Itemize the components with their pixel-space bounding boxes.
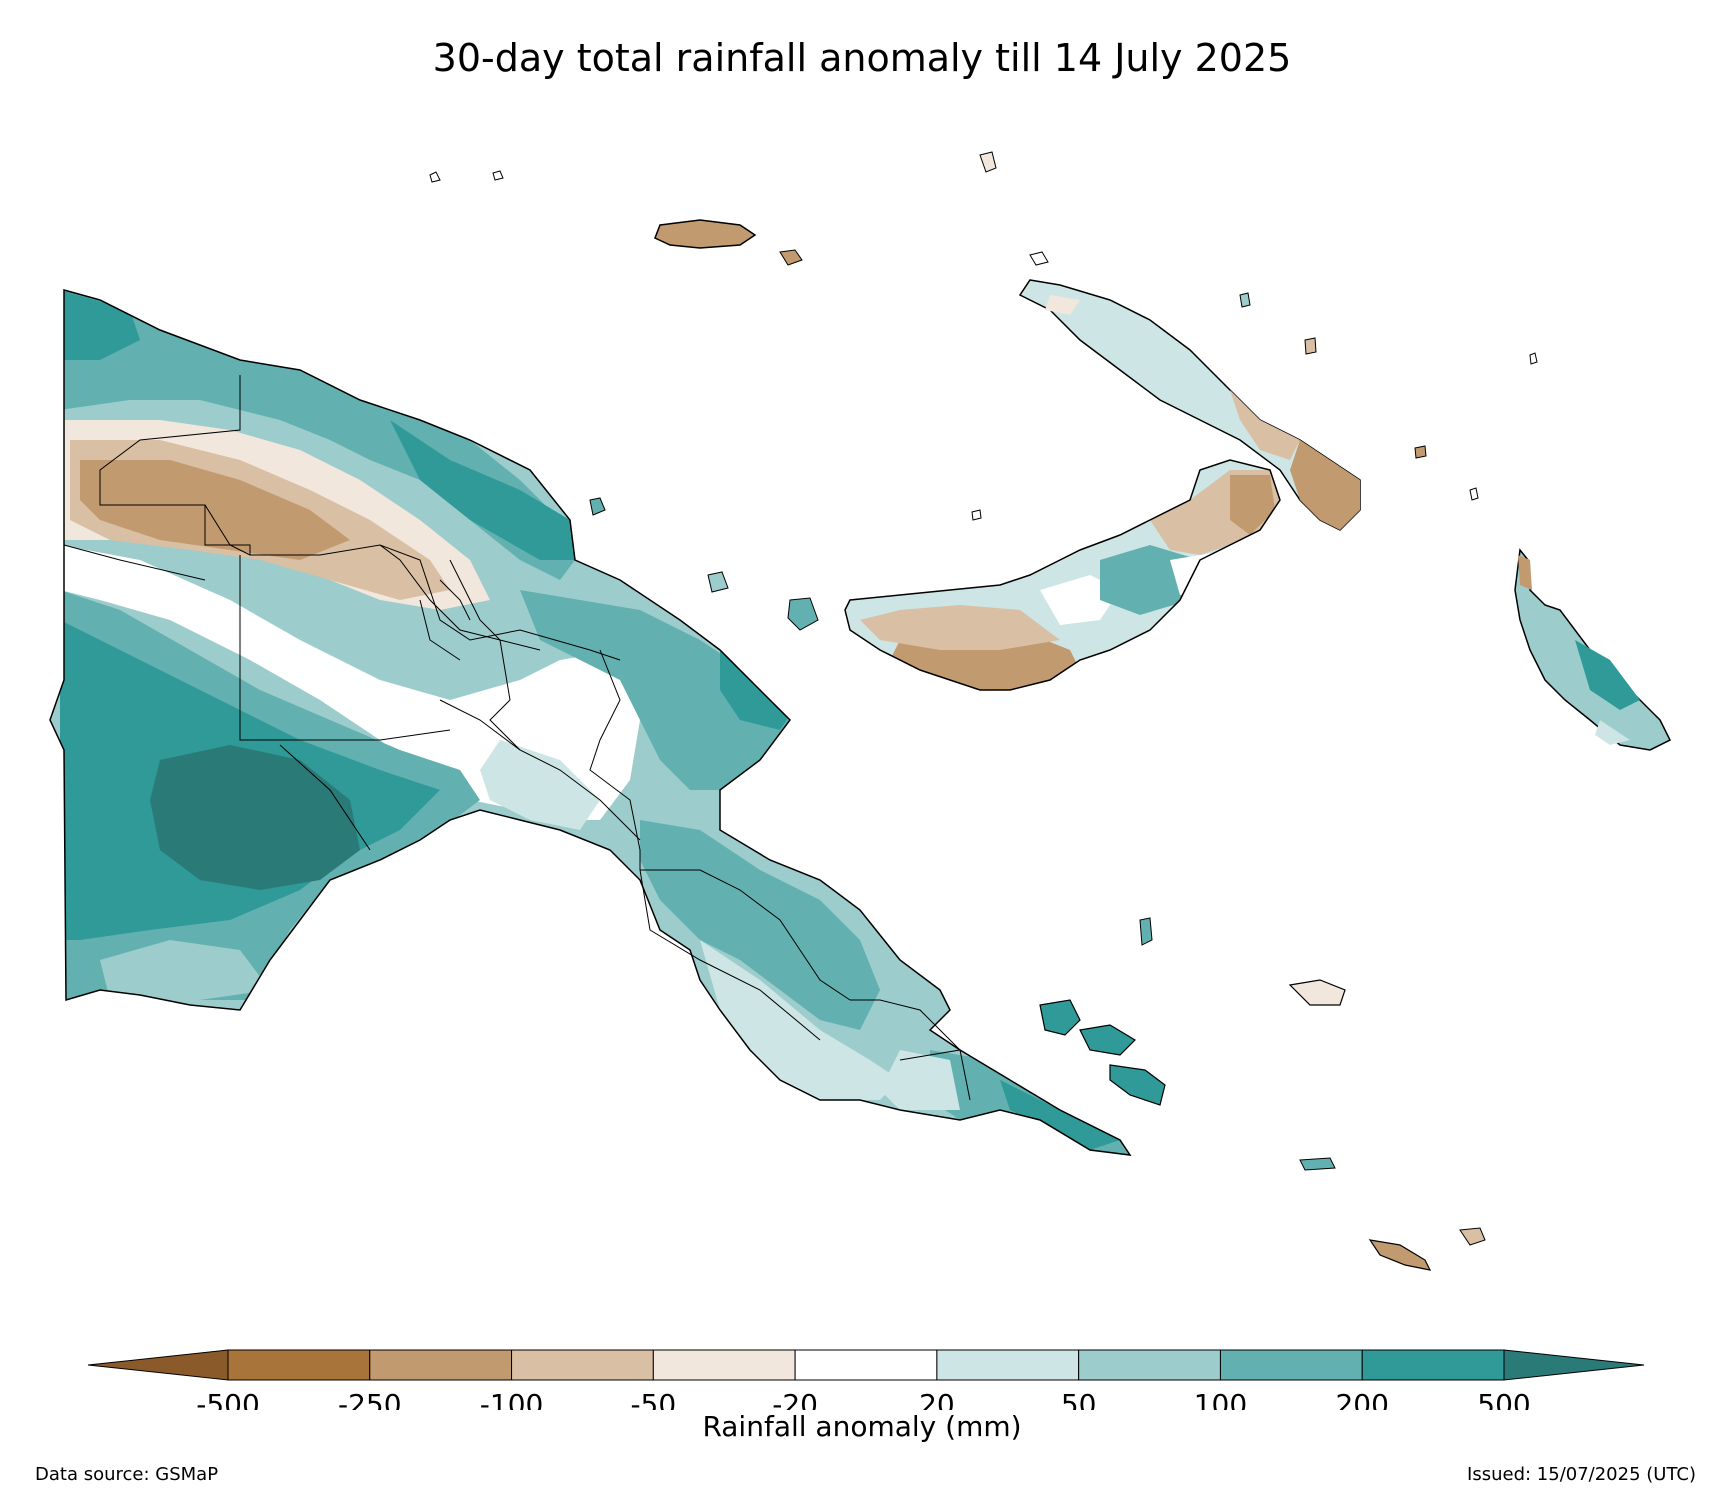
- colorbar-tick-label: -500: [196, 1388, 260, 1410]
- colorbar-bin: [1078, 1349, 1221, 1381]
- rossel-island: [1368, 1239, 1432, 1271]
- colorbar-bin: [1219, 1349, 1363, 1381]
- colorbar-tick-label: 500: [1477, 1388, 1530, 1410]
- colorbar-tick-label: 200: [1335, 1388, 1388, 1410]
- colorbar-bin: [227, 1349, 371, 1381]
- new-britain-coastline: [844, 459, 1281, 691]
- colorbar-bin: [936, 1349, 1080, 1381]
- colorbar-bin: [1361, 1349, 1505, 1381]
- province-boundaries: [63, 375, 971, 1101]
- woodlark-island: [1288, 979, 1346, 1006]
- colorbar-tick-label: -50: [630, 1388, 676, 1410]
- fergusson-island: [1079, 1024, 1136, 1056]
- karkar-island: [589, 497, 606, 516]
- colorbar-bin: [794, 1349, 938, 1381]
- manus-island: [654, 219, 757, 249]
- mainland-coastline: [49, 289, 1132, 1156]
- colorbar-extend-max: [1503, 1349, 1645, 1381]
- colorbar-bin: [369, 1349, 513, 1381]
- colorbar-bin: [511, 1349, 654, 1381]
- rainfall-anomaly-map: [49, 151, 1672, 1271]
- colorbar-bin: [652, 1349, 796, 1381]
- data-source-text: Data source: GSMaP: [35, 1464, 219, 1485]
- colorbar-tick-label: 50: [1061, 1388, 1097, 1410]
- colorbar-label: Rainfall anomaly (mm): [702, 1410, 1022, 1443]
- goodenough-island: [1039, 999, 1081, 1036]
- colorbar-tick-label: 100: [1194, 1388, 1247, 1410]
- issued-date-text: Issued: 15/07/2025 (UTC): [1467, 1464, 1696, 1485]
- map-title: 30-day total rainfall anomaly till 14 Ju…: [432, 36, 1292, 80]
- colorbar-tick-label: -20: [772, 1388, 818, 1410]
- colorbar-extend-min: [87, 1349, 229, 1381]
- colorbar-tick-label: -100: [480, 1388, 544, 1410]
- mainland-new-guinea: [50, 290, 1130, 1155]
- colorbar-tick-label: 20: [919, 1388, 955, 1410]
- normanby-island: [1109, 1064, 1166, 1106]
- umboi-island: [787, 597, 819, 631]
- new-britain-island: [845, 460, 1280, 690]
- colorbar-tick-label: -250: [338, 1388, 402, 1410]
